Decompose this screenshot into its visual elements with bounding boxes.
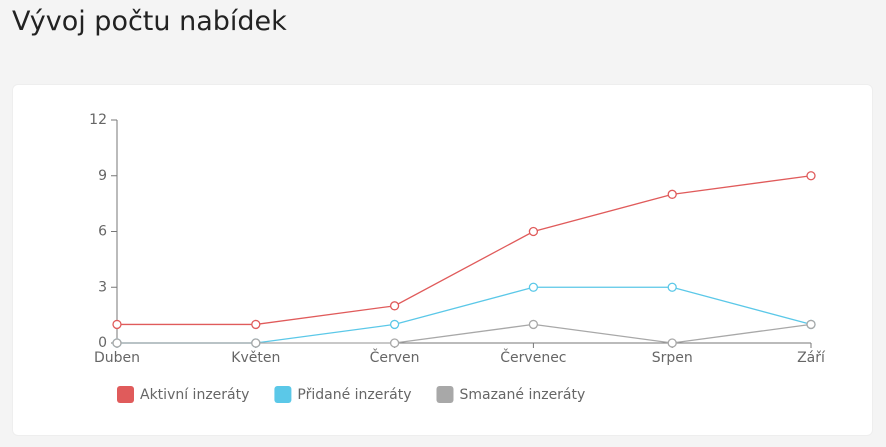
x-tick-label: Červen [370, 348, 420, 366]
data-point [112, 338, 122, 348]
legend-label: Přidané inzeráty [297, 387, 411, 403]
series-line [117, 286, 812, 344]
legend-label: Smazané inzeráty [459, 387, 585, 403]
data-point [112, 319, 122, 330]
data-point [667, 282, 677, 292]
data-point [528, 319, 539, 330]
y-tick-label: 0 [98, 335, 107, 351]
x-tick-label: Srpen [652, 350, 693, 366]
legend-swatch [117, 386, 134, 403]
data-point [389, 319, 400, 330]
data-point [528, 226, 539, 237]
x-tick-label: Září [797, 350, 826, 366]
data-point [528, 282, 539, 292]
series-line [117, 323, 812, 344]
data-point [806, 319, 816, 330]
x-tick-label: Květen [231, 350, 280, 366]
y-tick-label: 6 [98, 224, 107, 240]
legend-swatch [274, 386, 292, 403]
y-tick-label: 3 [98, 279, 107, 295]
data-point [667, 338, 677, 348]
data-point [806, 171, 816, 181]
page-title: Vývoj počtu nabídek [12, 6, 287, 37]
y-tick-label: 9 [98, 168, 107, 184]
y-tick-label: 12 [89, 112, 107, 128]
data-point [251, 319, 261, 330]
chart-card [12, 84, 873, 436]
data-point [389, 301, 400, 311]
series-line [117, 175, 812, 326]
data-point [667, 189, 677, 199]
legend-swatch [436, 386, 454, 403]
x-tick-label: Duben [94, 350, 140, 366]
x-tick-label: Červenec [500, 348, 566, 366]
data-point [251, 338, 261, 348]
data-point [389, 338, 400, 348]
legend-label: Aktivní inzeráty [140, 387, 249, 403]
